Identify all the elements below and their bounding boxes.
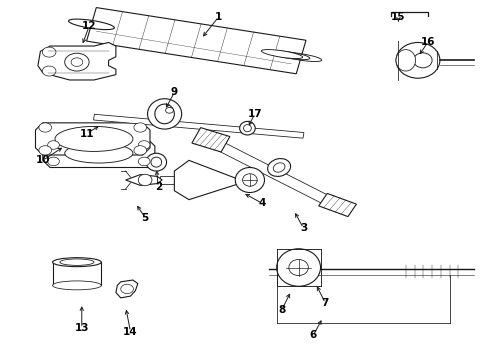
Ellipse shape: [138, 174, 152, 186]
Text: 12: 12: [82, 21, 97, 31]
Circle shape: [39, 123, 51, 132]
Text: 6: 6: [310, 330, 317, 341]
Circle shape: [48, 157, 59, 166]
Polygon shape: [35, 123, 150, 155]
Ellipse shape: [235, 167, 265, 193]
Polygon shape: [192, 128, 230, 152]
Ellipse shape: [289, 260, 308, 275]
Circle shape: [42, 66, 56, 76]
Polygon shape: [160, 176, 206, 184]
Ellipse shape: [147, 99, 182, 129]
Ellipse shape: [69, 19, 114, 30]
Text: 4: 4: [258, 198, 266, 208]
Circle shape: [138, 157, 150, 166]
Ellipse shape: [396, 50, 416, 71]
Circle shape: [121, 284, 133, 294]
Text: 10: 10: [36, 156, 50, 165]
Polygon shape: [43, 139, 155, 167]
Ellipse shape: [60, 259, 94, 265]
Ellipse shape: [262, 50, 303, 59]
Polygon shape: [38, 42, 116, 80]
Circle shape: [138, 141, 150, 149]
Ellipse shape: [151, 157, 162, 167]
Polygon shape: [94, 114, 304, 138]
Ellipse shape: [65, 143, 133, 163]
Circle shape: [65, 53, 89, 71]
Ellipse shape: [55, 126, 133, 152]
Circle shape: [134, 146, 147, 155]
Circle shape: [166, 108, 173, 113]
Ellipse shape: [414, 53, 432, 68]
Ellipse shape: [155, 104, 174, 124]
Text: 13: 13: [74, 323, 89, 333]
Ellipse shape: [273, 163, 285, 172]
Polygon shape: [318, 193, 356, 217]
Ellipse shape: [277, 249, 320, 286]
Ellipse shape: [146, 153, 167, 171]
Text: 15: 15: [391, 13, 406, 22]
Polygon shape: [174, 160, 245, 200]
Text: 2: 2: [155, 182, 162, 192]
Text: 7: 7: [322, 298, 329, 308]
Text: 3: 3: [300, 223, 307, 233]
Polygon shape: [125, 175, 162, 185]
Circle shape: [134, 123, 147, 132]
Ellipse shape: [280, 53, 322, 62]
Ellipse shape: [244, 125, 251, 132]
Circle shape: [71, 58, 83, 66]
Polygon shape: [87, 8, 306, 74]
Ellipse shape: [396, 42, 440, 78]
Text: 17: 17: [247, 109, 262, 119]
Circle shape: [48, 141, 59, 149]
Polygon shape: [116, 280, 138, 298]
Text: 14: 14: [123, 327, 138, 337]
Ellipse shape: [269, 51, 310, 60]
Polygon shape: [202, 135, 336, 207]
Text: 5: 5: [142, 212, 149, 222]
Ellipse shape: [52, 258, 101, 267]
Text: 11: 11: [79, 129, 94, 139]
Ellipse shape: [243, 174, 257, 186]
Ellipse shape: [268, 158, 291, 176]
Text: 16: 16: [420, 37, 435, 48]
Ellipse shape: [240, 121, 255, 135]
Ellipse shape: [52, 281, 101, 290]
Text: 9: 9: [171, 87, 178, 98]
Circle shape: [42, 47, 56, 57]
Circle shape: [39, 146, 51, 155]
Text: 8: 8: [278, 305, 285, 315]
Text: 1: 1: [215, 13, 222, 22]
